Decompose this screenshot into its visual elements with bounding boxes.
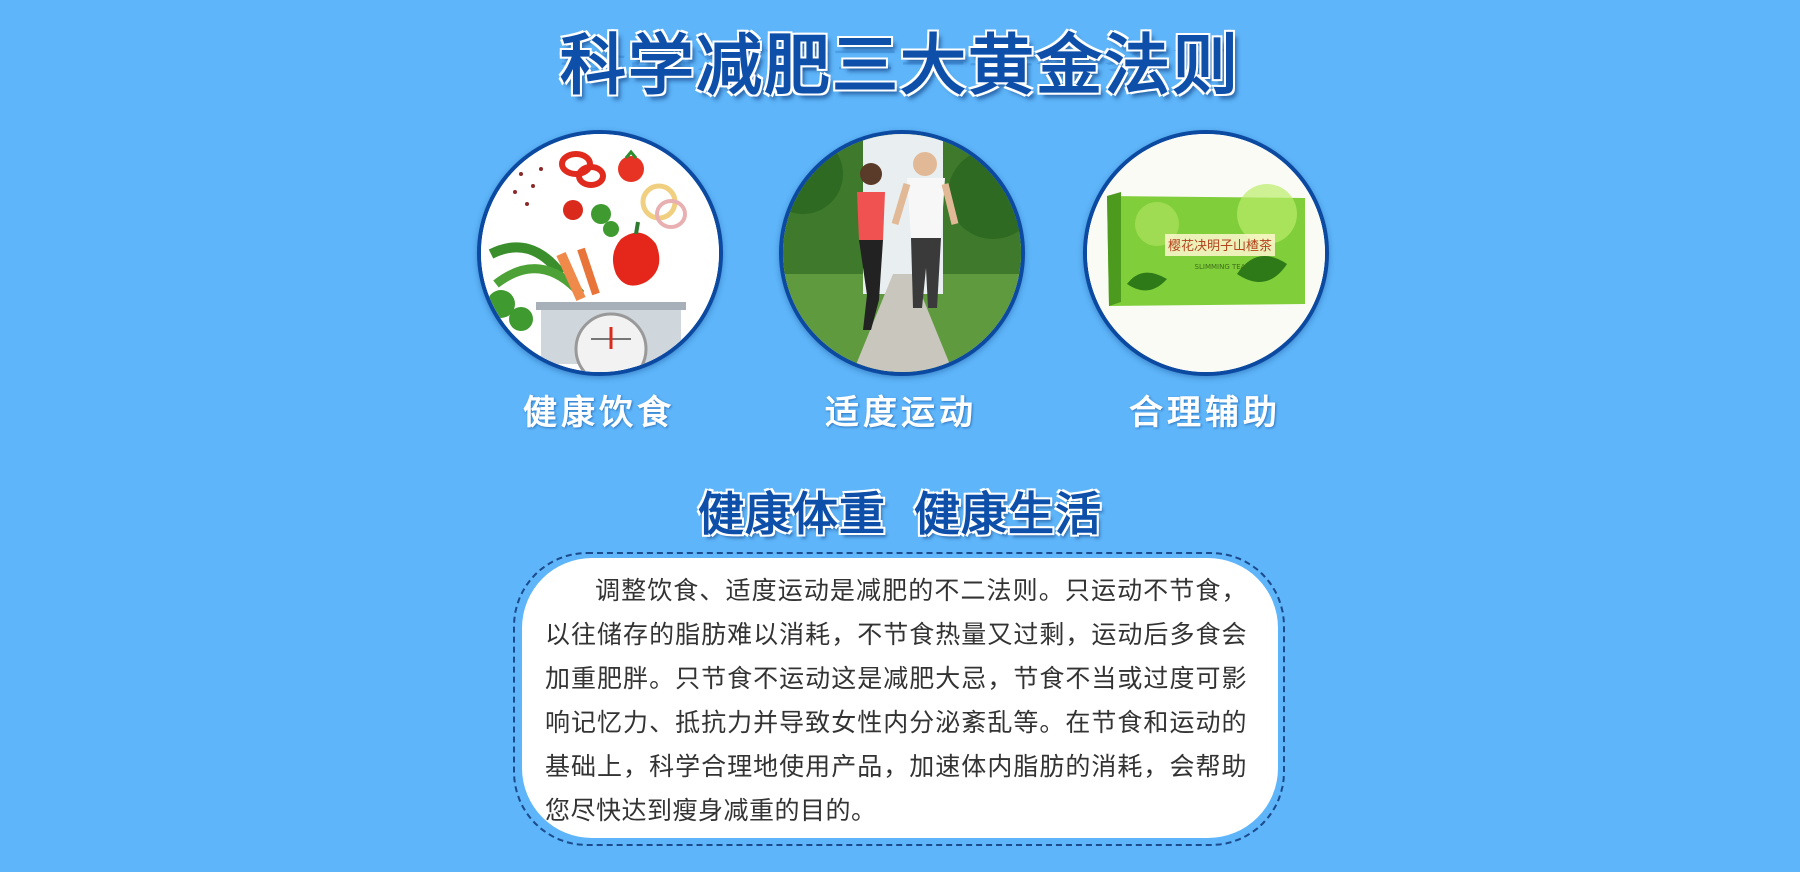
slimming-tea-box-image: 樱花决明子山楂茶 SLIMMING TEA [1083, 130, 1329, 376]
page-title: 科学减肥三大黄金法则 [560, 27, 1240, 104]
product-sub: SLIMMING TEA [1195, 263, 1246, 271]
text-box-dashed-border [513, 552, 1285, 846]
subtitle-part1: 健康体重 [698, 487, 886, 541]
method-label-support: 合理辅助 [1129, 393, 1281, 433]
section-subtitle: 健康体重 健康生活 [0, 478, 1800, 544]
subtitle-part2: 健康生活 [914, 487, 1102, 541]
jogging-couple-image [779, 130, 1025, 376]
body-paragraph: 调整饮食、适度运动是减肥的不二法则。只运动不节食，以往储存的脂肪难以消耗，不节食… [545, 576, 1247, 825]
vegetables-scale-image [477, 130, 723, 376]
method-label-exercise: 适度运动 [825, 393, 977, 433]
text-box [522, 558, 1278, 838]
product-name: 樱花决明子山楂茶 [1168, 238, 1272, 254]
method-label-diet: 健康饮食 [523, 393, 675, 433]
